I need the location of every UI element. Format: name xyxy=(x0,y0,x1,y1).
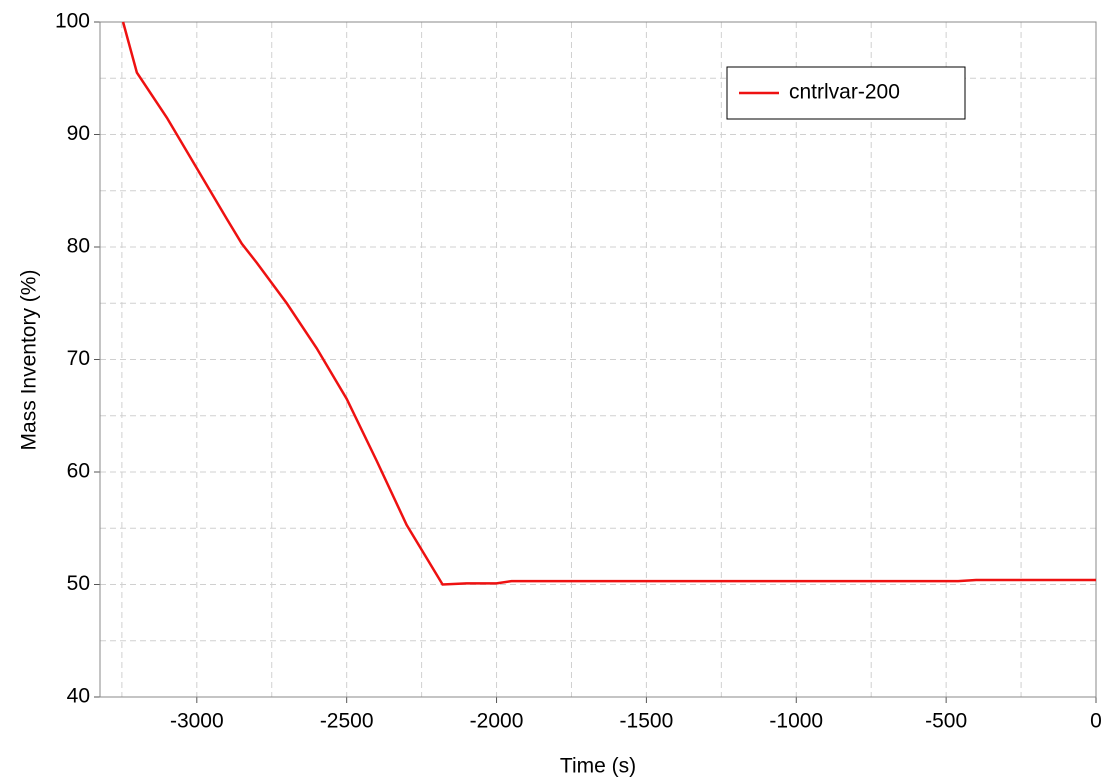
y-tick-label: 90 xyxy=(67,122,90,145)
data-line xyxy=(121,21,1096,586)
y-axis-label: Mass Inventory (%) xyxy=(18,270,41,451)
legend-label: cntrlvar-200 xyxy=(789,81,900,104)
x-tick-label: -2500 xyxy=(320,710,374,733)
x-tick-label: -2000 xyxy=(470,710,524,733)
y-tick-label: 100 xyxy=(55,10,90,33)
y-tick-label: 70 xyxy=(67,347,90,370)
x-tick-label: -1000 xyxy=(769,710,823,733)
x-tick-label: -3000 xyxy=(170,710,224,733)
x-tick-label: 0 xyxy=(1090,710,1102,733)
y-tick-label: 50 xyxy=(67,572,90,595)
y-tick-label: 40 xyxy=(67,685,90,708)
plot-frame xyxy=(99,21,1097,698)
x-tick-label: -1500 xyxy=(620,710,674,733)
x-axis-label: Time (s) xyxy=(560,755,636,778)
x-tick-label: -500 xyxy=(925,710,967,733)
y-tick-label: 60 xyxy=(67,460,90,483)
y-tick-label: 80 xyxy=(67,235,90,258)
